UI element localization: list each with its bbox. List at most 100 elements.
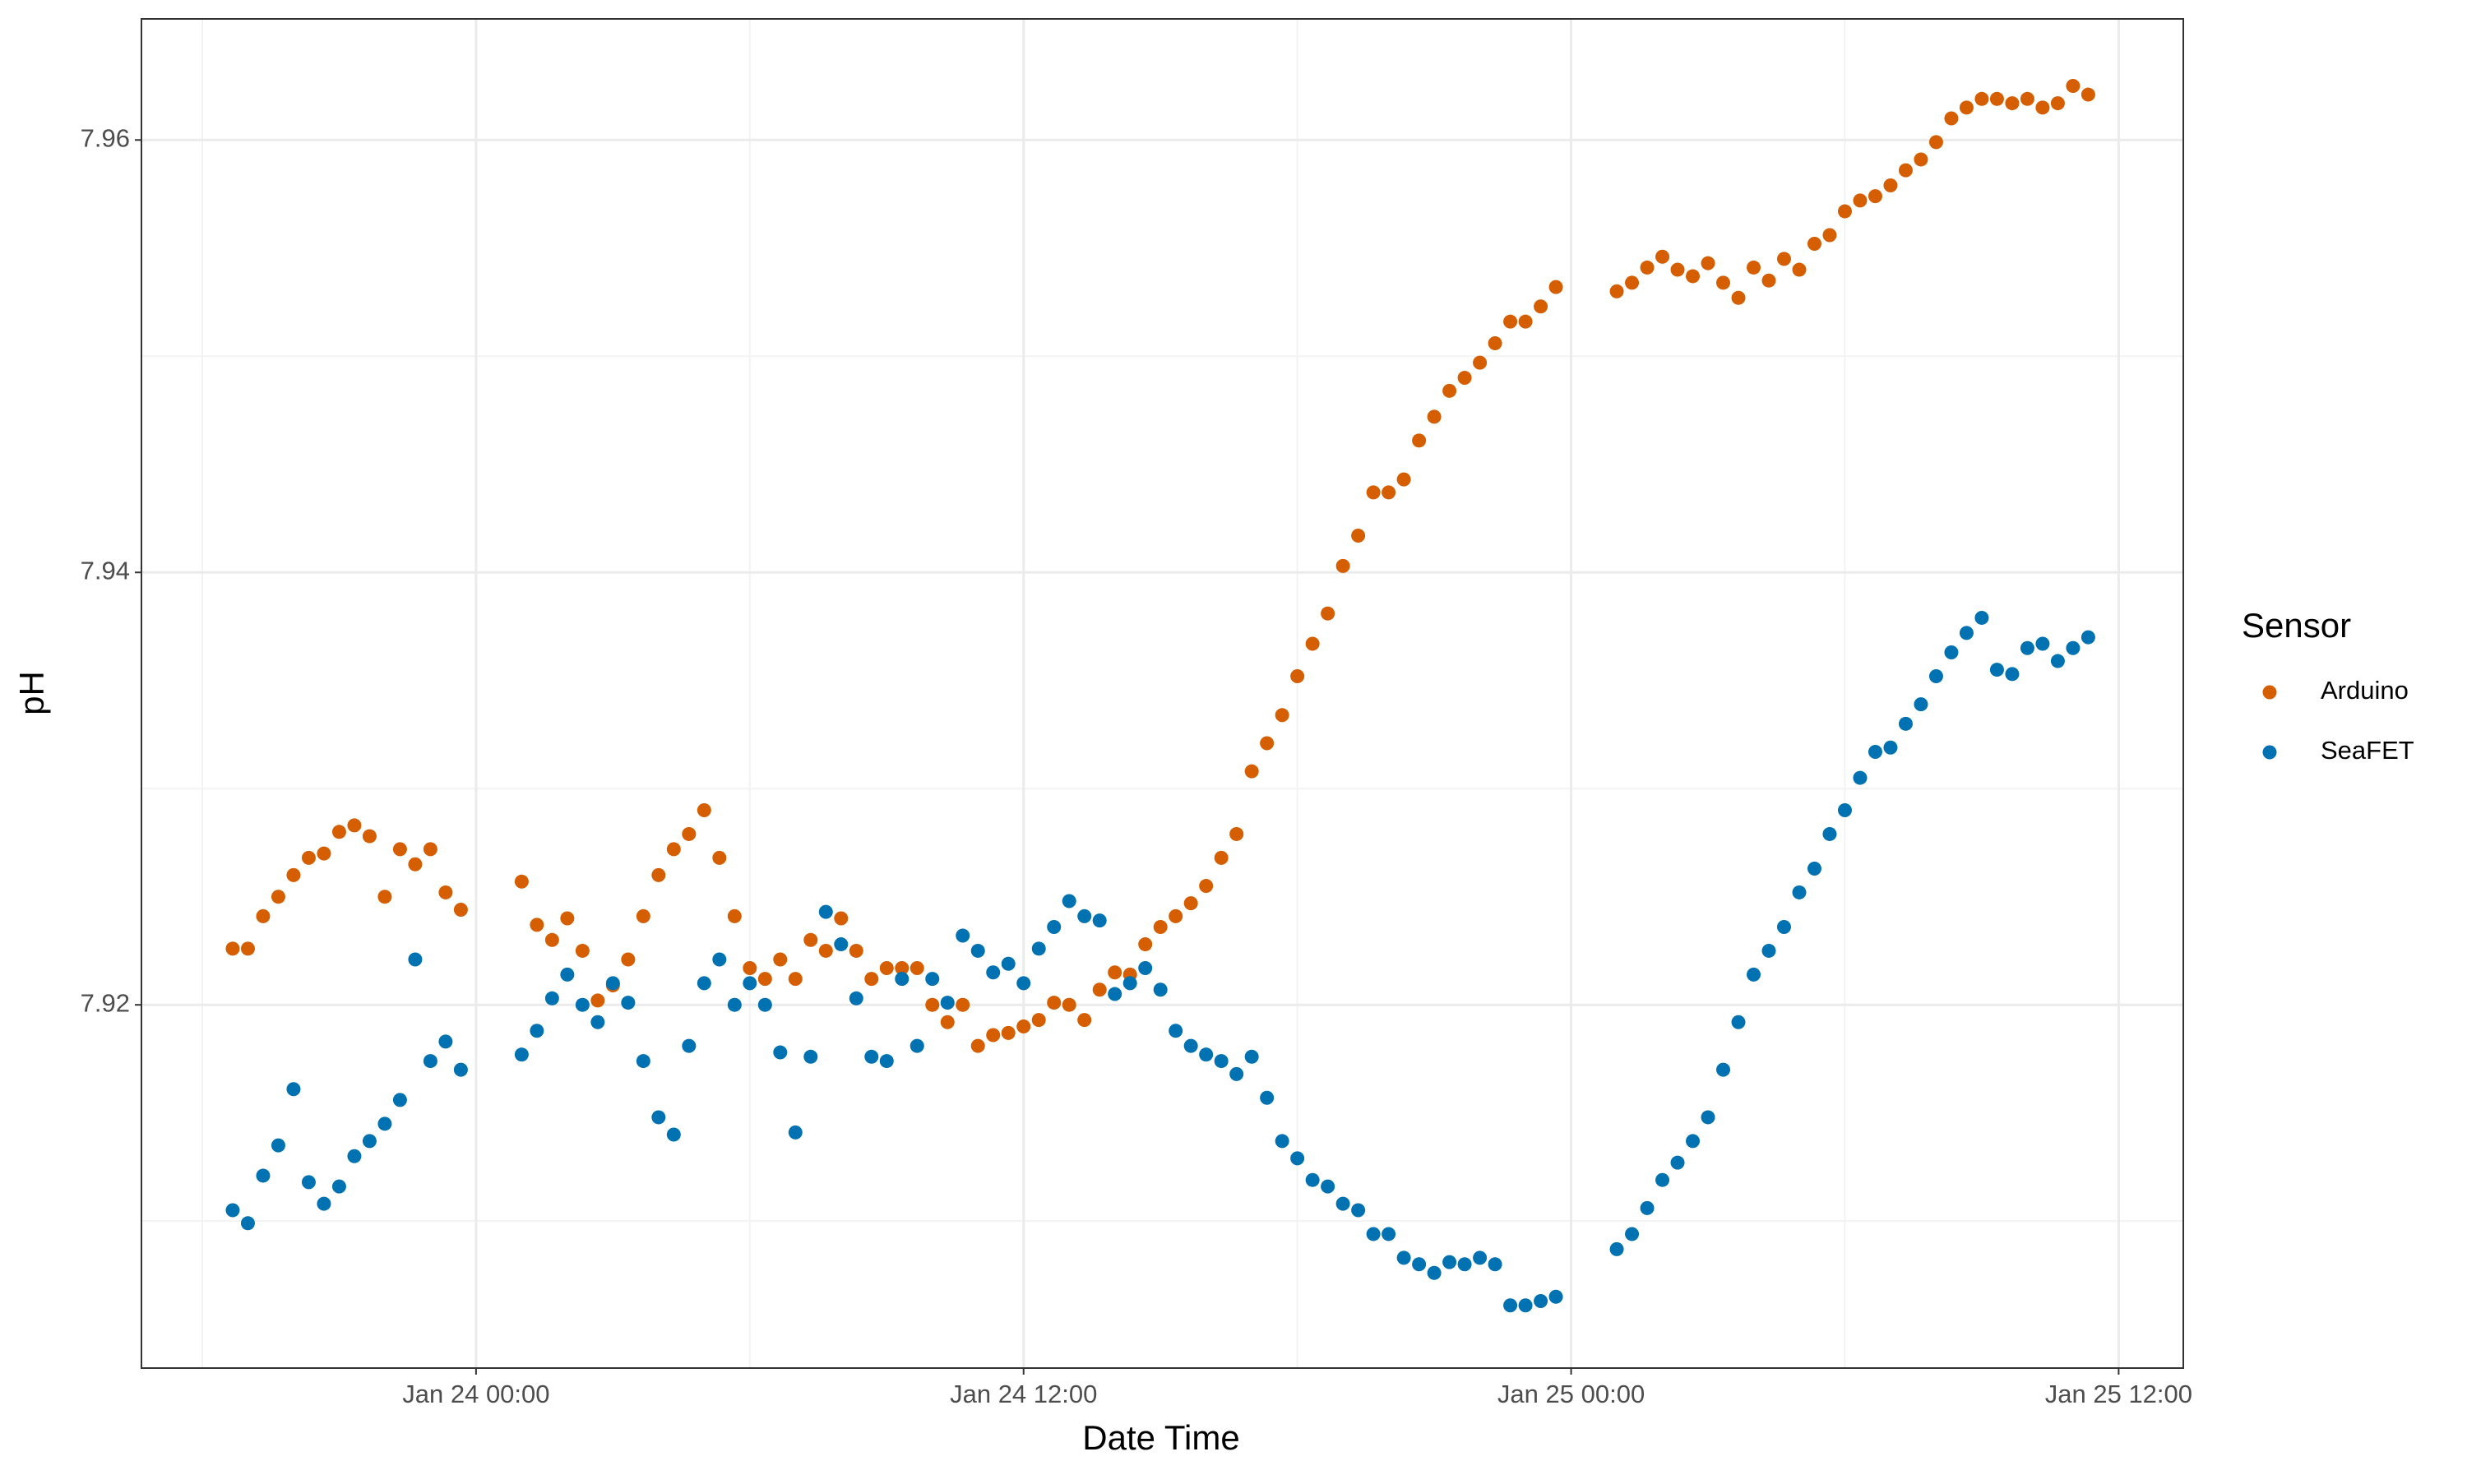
point: [621, 996, 636, 1010]
point: [925, 997, 940, 1012]
point: [1214, 850, 1229, 865]
point: [423, 842, 437, 857]
point: [1853, 193, 1868, 208]
x-tick-label: Jan 25 00:00: [1497, 1380, 1645, 1408]
point: [1731, 290, 1746, 305]
y-axis-title: pH: [12, 671, 51, 715]
point: [1366, 1227, 1381, 1241]
point: [392, 842, 407, 857]
point: [1183, 1038, 1198, 1053]
point: [1883, 740, 1898, 755]
point: [1914, 697, 1928, 712]
point: [575, 997, 590, 1012]
point: [1092, 913, 1107, 928]
point: [1153, 920, 1168, 935]
point: [818, 904, 833, 919]
point: [590, 993, 605, 1008]
point: [1396, 472, 1411, 487]
point: [1548, 280, 1563, 294]
point: [1609, 1241, 1624, 1256]
point: [803, 932, 818, 947]
point: [743, 960, 757, 975]
point: [362, 1134, 377, 1149]
point: [1366, 485, 1381, 500]
point: [1518, 314, 1533, 329]
point: [712, 952, 727, 967]
point: [788, 972, 803, 987]
point: [1989, 91, 2004, 106]
point: [1199, 1047, 1214, 1062]
point: [377, 890, 392, 904]
point: [544, 932, 559, 947]
point: [240, 941, 255, 956]
point: [1701, 256, 1715, 270]
point: [1321, 606, 1335, 621]
point: [377, 1116, 392, 1131]
point: [1382, 1227, 1396, 1241]
point: [2020, 91, 2034, 106]
point: [2005, 96, 2020, 111]
point: [834, 911, 849, 926]
point: [1305, 636, 1320, 651]
point: [1016, 1019, 1031, 1033]
point: [1244, 764, 1259, 779]
point: [1868, 189, 1882, 204]
point: [1837, 803, 1852, 818]
point: [956, 997, 970, 1012]
point: [1047, 996, 1062, 1010]
point: [1625, 1227, 1640, 1241]
point: [1351, 529, 1366, 543]
point: [1290, 1151, 1305, 1166]
point: [2035, 100, 2050, 115]
point: [2066, 79, 2081, 94]
point: [1290, 668, 1305, 683]
point: [1792, 262, 1807, 277]
point: [453, 1062, 468, 1077]
point: [423, 1054, 437, 1069]
point: [1396, 1251, 1411, 1265]
point: [1974, 610, 1989, 625]
point: [1108, 987, 1122, 1001]
point: [392, 1093, 407, 1107]
x-tick-label: Jan 24 00:00: [402, 1380, 549, 1408]
point: [240, 1216, 255, 1231]
point: [1214, 1054, 1229, 1069]
point: [636, 908, 650, 923]
point: [1944, 111, 1959, 126]
points: [225, 79, 2095, 1313]
point: [788, 1125, 803, 1140]
point: [2081, 630, 2095, 645]
point: [910, 1038, 924, 1053]
point: [1335, 1196, 1350, 1211]
point: [1199, 879, 1214, 894]
point: [1351, 1203, 1366, 1218]
point: [773, 1045, 788, 1060]
point: [286, 1082, 301, 1097]
axes: 7.92 7.94 7.96 Jan 24 00:00 Jan 24 12:00 Jan …: [81, 123, 2192, 1408]
point: [1229, 826, 1244, 841]
point: [530, 918, 544, 932]
point: [1761, 943, 1776, 958]
y-tick-label: 7.92: [81, 988, 130, 1017]
point: [1473, 355, 1488, 370]
point: [818, 943, 833, 958]
point: [2035, 636, 2050, 651]
legend-label: Arduino: [2321, 676, 2409, 705]
point: [1989, 663, 2004, 677]
point: [940, 1015, 955, 1029]
point: [1122, 976, 1137, 991]
legend-title: Sensor: [2242, 606, 2351, 645]
point: [1928, 668, 1943, 683]
point: [544, 991, 559, 1006]
point: [1716, 1062, 1731, 1077]
point: [682, 826, 697, 841]
point: [1473, 1251, 1488, 1265]
point: [757, 972, 772, 987]
point: [1914, 152, 1928, 167]
point: [1138, 937, 1153, 952]
legend-marker: [2262, 745, 2277, 760]
point: [1260, 1090, 1275, 1105]
point: [1928, 135, 1943, 150]
point: [940, 996, 955, 1010]
